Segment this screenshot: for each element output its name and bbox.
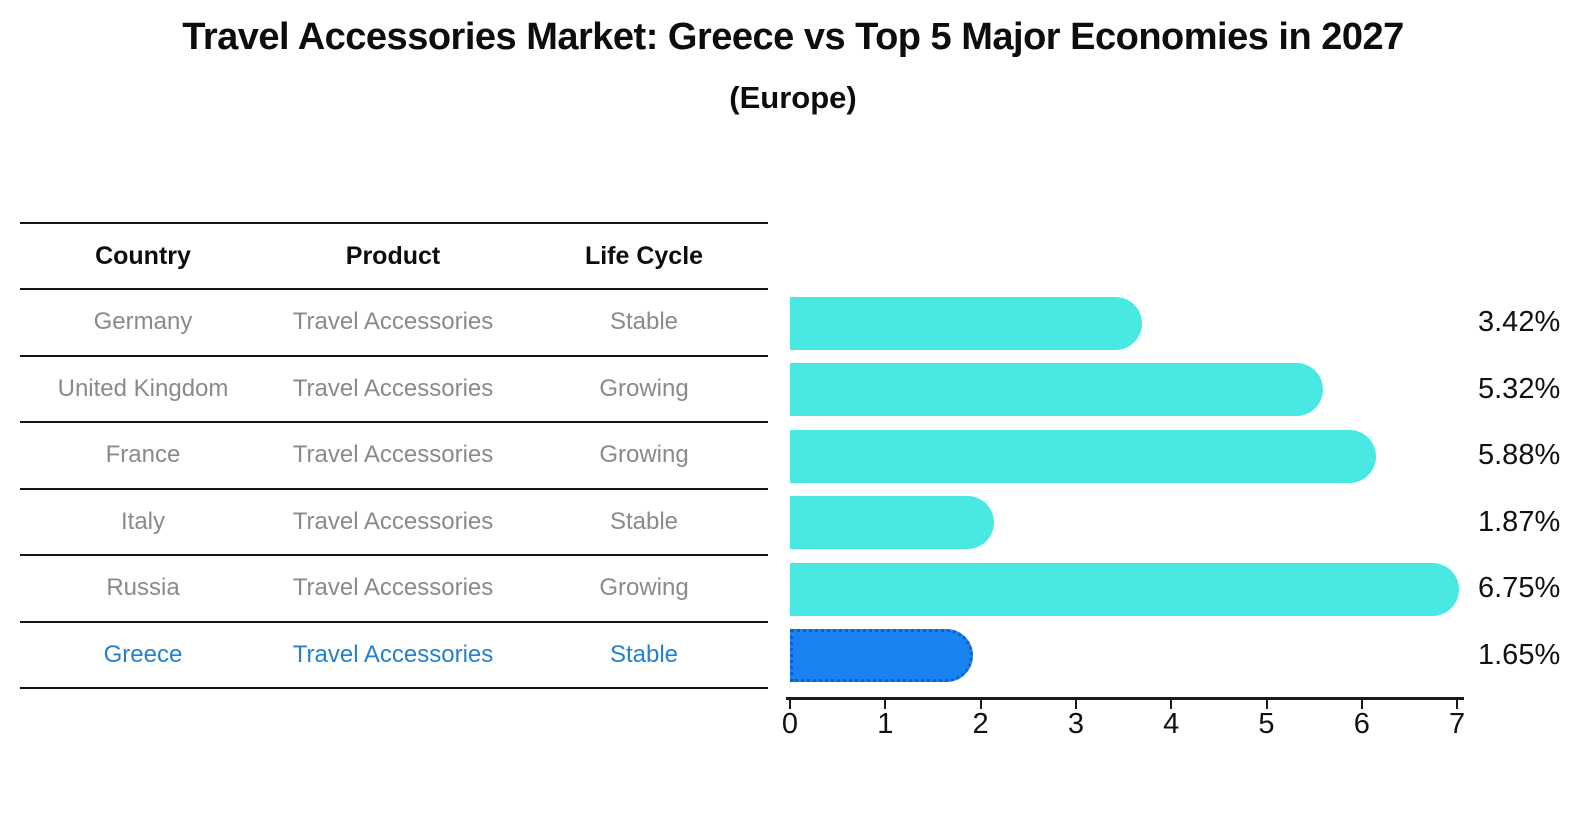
cell-country: Germany <box>93 308 193 336</box>
value-label: 3.42% <box>1478 306 1561 338</box>
x-tick-mark <box>1360 700 1363 709</box>
x-tick-mark <box>1074 700 1077 709</box>
bar-united-kingdom <box>790 363 1323 416</box>
x-tick-mark <box>1456 700 1459 709</box>
x-tick-mark <box>1265 700 1268 709</box>
x-tick-label: 0 <box>781 708 799 740</box>
cell-lifecycle: Growing <box>599 441 689 469</box>
cell-product: Travel Accessories <box>292 507 494 535</box>
table-row: Greece Travel Accessories Stable <box>20 623 768 689</box>
bar-greece <box>790 629 974 682</box>
x-tick-label: 3 <box>1067 708 1084 740</box>
col-header-country: Country <box>95 241 191 270</box>
cell-product: Travel Accessories <box>292 441 494 469</box>
cell-product: Travel Accessories <box>292 308 494 336</box>
x-tick-mark <box>1170 700 1173 709</box>
x-tick-mark <box>884 700 887 709</box>
bar-germany <box>790 296 1142 350</box>
bar-france <box>790 429 1377 483</box>
table-row: Italy Travel Accessories Stable <box>20 490 768 556</box>
x-tick-label: 6 <box>1353 708 1370 740</box>
value-label: 1.87% <box>1478 505 1561 538</box>
col-header-lifecycle: Life Cycle <box>584 241 704 270</box>
table-body: Germany Travel Accessories Stable United Ki… <box>20 290 768 689</box>
table-row: Russia Travel Accessories Growing <box>20 556 768 623</box>
table-row: France Travel Accessories Growing <box>20 423 768 490</box>
x-tick-label: 4 <box>1163 708 1180 740</box>
cell-lifecycle: Stable <box>609 507 679 535</box>
table-row: Germany Travel Accessories Stable <box>20 290 768 357</box>
x-tick-label: 7 <box>1449 708 1466 740</box>
chart-title: Travel Accessories Market: Greece vs Top… <box>182 16 1404 58</box>
cell-lifecycle: Growing <box>599 374 689 402</box>
chart-subtitle: (Europe) <box>729 80 857 115</box>
table-header-row: Country Product Life Cycle <box>20 222 768 290</box>
value-label: 5.88% <box>1478 439 1561 471</box>
cell-lifecycle: Stable <box>609 308 679 336</box>
x-tick-label: 2 <box>972 708 989 740</box>
data-table: Country Product Life Cycle Germany Travel… <box>20 222 768 689</box>
x-tick-mark <box>979 700 982 709</box>
bar-russia <box>790 562 1460 616</box>
value-label: 6.75% <box>1478 572 1561 604</box>
x-axis-line <box>786 697 1464 700</box>
x-tick-label: 5 <box>1258 708 1275 740</box>
cell-lifecycle: Stable <box>609 640 679 668</box>
x-tick-label: 1 <box>877 708 894 740</box>
cell-country: United Kingdom <box>57 374 229 402</box>
value-label: 1.65% <box>1478 638 1561 671</box>
cell-country: Italy <box>120 507 165 535</box>
cell-country: France <box>105 441 181 469</box>
cell-product: Travel Accessories <box>292 574 494 602</box>
cell-country: Greece <box>103 640 183 668</box>
cell-product: Travel Accessories <box>292 640 494 668</box>
cell-product: Travel Accessories <box>292 374 494 402</box>
bar-italy <box>790 496 995 549</box>
table-row: United Kingdom Travel Accessories Growing <box>20 357 768 423</box>
cell-lifecycle: Growing <box>599 574 689 602</box>
cell-country: Russia <box>106 574 180 602</box>
value-label: 5.32% <box>1478 372 1561 405</box>
col-header-product: Product <box>345 241 441 270</box>
x-tick-mark <box>789 700 791 709</box>
